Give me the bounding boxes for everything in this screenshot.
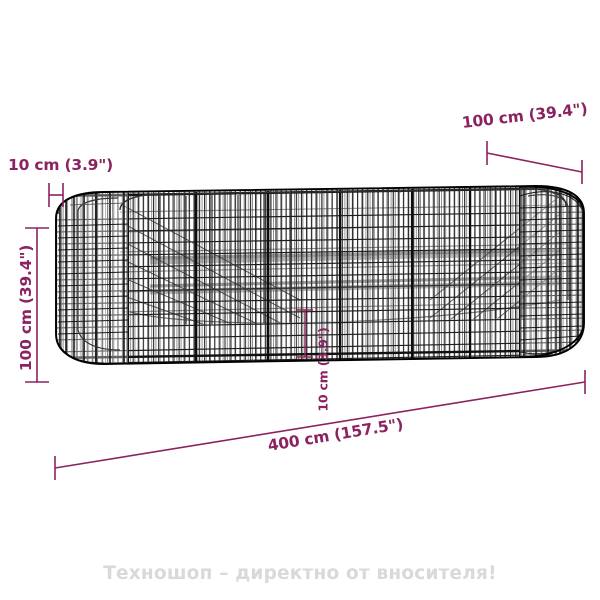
planter-bottom-edge <box>55 213 585 365</box>
dimension-label-height-left: 100 cm (39.4") <box>17 244 36 372</box>
dimension-label-thickness-middle: 10 cm (3.9") <box>315 327 331 412</box>
dimension-marker-depth-top-right <box>486 141 583 184</box>
planter-front-mesh <box>56 186 584 364</box>
dimension-marker-length-bottom <box>54 370 586 480</box>
dimension-marker-height-left <box>25 227 49 383</box>
watermark-text: Техношоп – директно от вносителя! <box>103 563 497 584</box>
dimension-label-width-top-left: 10 cm (3.9") <box>8 156 114 174</box>
planter-top-rim <box>55 185 585 219</box>
dimension-marker-thickness-middle <box>297 309 313 358</box>
dimension-marker-width-top-left <box>48 183 64 207</box>
planter-left-end-cap <box>56 191 128 364</box>
